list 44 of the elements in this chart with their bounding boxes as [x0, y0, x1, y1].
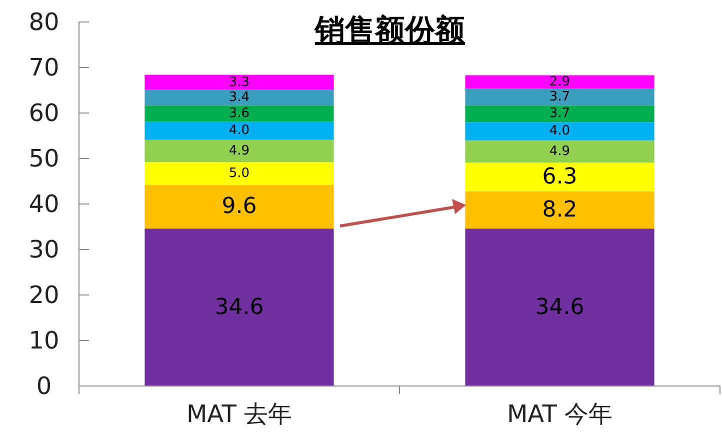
bar [465, 162, 654, 192]
bar [144, 74, 334, 90]
y-tick-label: 60 [28, 99, 60, 127]
data-label: 34.6 [214, 294, 264, 320]
bar [144, 228, 334, 386]
bar [144, 90, 334, 106]
data-label: 8.2 [542, 197, 578, 222]
data-label: 3.6 [228, 106, 250, 121]
bar [144, 140, 334, 162]
y-tick-label: 80 [28, 8, 60, 36]
bar [144, 162, 334, 185]
data-label: 4.9 [228, 143, 250, 158]
data-label: 3.3 [228, 74, 250, 90]
x-tick-label: MAT 去年 [186, 400, 292, 428]
data-label: 6.3 [542, 164, 578, 190]
y-tick-label: 10 [28, 326, 60, 354]
x-tick-label: MAT 今年 [506, 400, 613, 428]
bar [465, 122, 654, 140]
bar [465, 88, 654, 106]
y-tick-label: 70 [28, 54, 60, 82]
data-label: 34.6 [535, 294, 584, 320]
bar [465, 75, 654, 88]
data-label: 9.6 [222, 194, 257, 220]
y-tick-label: 50 [28, 144, 60, 172]
bar [144, 105, 334, 122]
bar [465, 105, 654, 122]
data-label: 5.0 [228, 166, 250, 182]
bar [144, 184, 334, 229]
bar [465, 140, 654, 163]
chart-title: 销售额份额 [313, 13, 465, 48]
data-label: 4.0 [549, 124, 570, 139]
data-label: 3.7 [549, 89, 570, 104]
data-label: 3.7 [549, 106, 570, 122]
data-label: 2.9 [549, 74, 570, 90]
bar [465, 191, 654, 229]
y-tick-label: 30 [28, 236, 60, 264]
data-label: 4.0 [228, 123, 250, 138]
bar [465, 228, 654, 386]
y-tick-label: 20 [28, 281, 60, 309]
data-label: 3.4 [228, 90, 250, 106]
bar [144, 122, 334, 140]
y-tick-label: 40 [28, 190, 60, 218]
y-tick-label: 0 [36, 372, 52, 400]
data-label: 4.9 [549, 144, 570, 159]
